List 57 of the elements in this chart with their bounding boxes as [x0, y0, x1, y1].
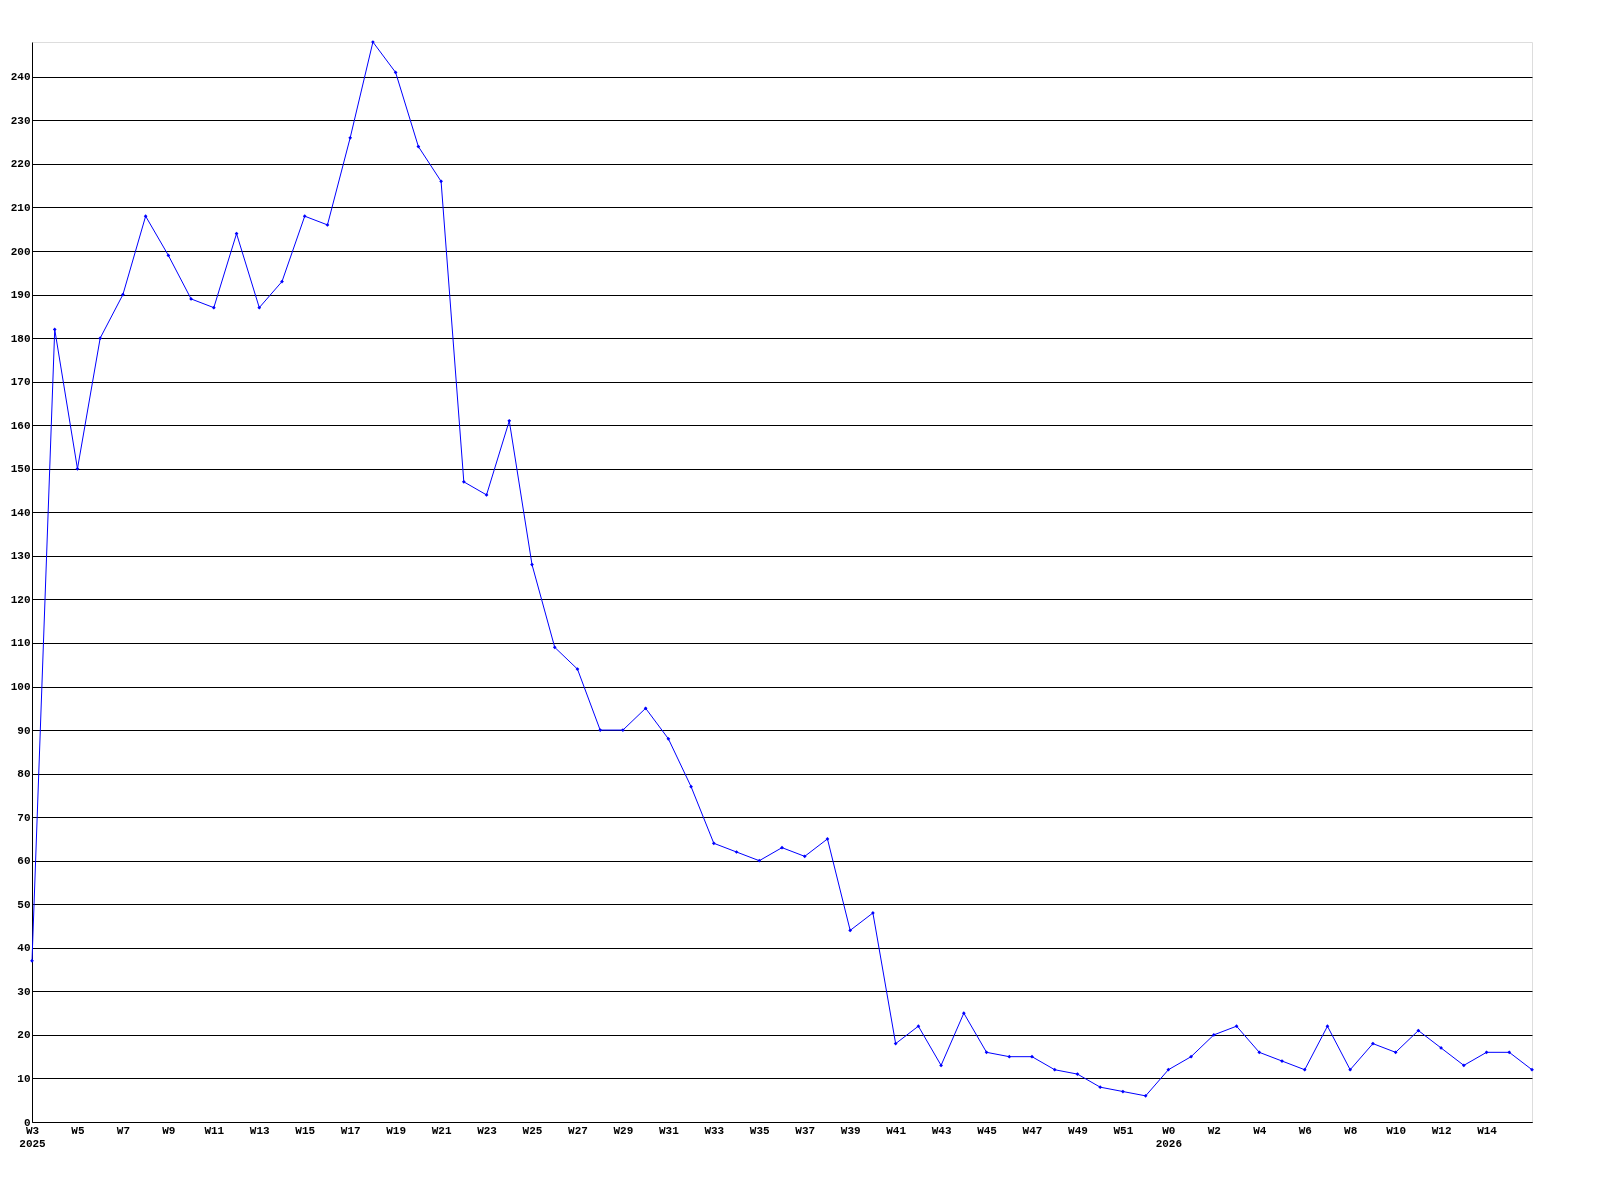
x-tick-label: W51 — [1113, 1124, 1134, 1137]
x-tick-label: W47 — [1022, 1124, 1043, 1137]
y-tick-label: 220 — [10, 158, 31, 171]
y-tick-label: 210 — [10, 201, 31, 214]
y-tick-label: 10 — [17, 1072, 31, 1085]
x-tick-label: W29 — [613, 1124, 634, 1137]
x-tick-label: W19 — [386, 1124, 407, 1137]
y-tick-label: 70 — [17, 811, 31, 824]
y-tick-label: 100 — [10, 681, 31, 694]
x-tick-label: W11 — [204, 1124, 225, 1137]
y-tick-label: 170 — [10, 376, 31, 389]
x-tick-label: W31 — [658, 1124, 680, 1137]
y-tick-label: 120 — [10, 593, 31, 606]
x-tick-label: W2 — [1207, 1124, 1221, 1137]
x-tick-label: W12 — [1431, 1124, 1452, 1137]
x-tick-label: W41 — [886, 1124, 907, 1137]
y-tick-label: 190 — [10, 289, 31, 302]
x-tick-label: W33 — [704, 1124, 725, 1137]
x-tick-label: W25 — [522, 1124, 543, 1137]
x-tick-label: W17 — [340, 1124, 361, 1137]
x-tick-label: W13 — [249, 1124, 271, 1137]
x-tick-label: W14 — [1477, 1124, 1498, 1137]
y-tick-label: 230 — [10, 114, 31, 127]
x-tick-label: W49 — [1068, 1124, 1088, 1137]
x-tick-label: W39 — [840, 1124, 861, 1137]
x-tick-label: W35 — [749, 1124, 771, 1137]
x-tick-label: W0 2026 — [1155, 1124, 1183, 1150]
y-tick-label: 50 — [17, 898, 31, 911]
y-tick-label: 160 — [10, 419, 31, 432]
x-tick-label: W21 — [431, 1124, 452, 1137]
x-tick-label: W5 — [71, 1124, 85, 1137]
y-tick-label: 20 — [17, 1029, 31, 1042]
y-tick-label: 40 — [17, 942, 31, 955]
y-tick-label: 150 — [10, 463, 31, 476]
x-tick-label: W45 — [977, 1124, 998, 1137]
x-tick-label: W7 — [116, 1124, 131, 1137]
x-tick-label: W43 — [931, 1124, 952, 1137]
x-tick-label: W8 — [1344, 1124, 1358, 1137]
x-tick-label: W37 — [795, 1124, 816, 1137]
y-tick-label: 90 — [17, 724, 31, 737]
y-tick-label: 30 — [17, 985, 31, 998]
x-tick-label: W6 — [1298, 1124, 1312, 1137]
x-tick-label: W4 — [1253, 1124, 1267, 1137]
y-tick-label: 60 — [17, 855, 31, 868]
y-tick-label: 80 — [17, 768, 31, 781]
x-tick-label: W10 — [1386, 1124, 1407, 1137]
y-tick-label: 110 — [10, 637, 31, 650]
y-tick-label: 180 — [10, 332, 31, 345]
x-tick-label: W23 — [477, 1124, 498, 1137]
x-tick-label: W9 — [162, 1124, 176, 1137]
y-tick-label: 200 — [10, 245, 31, 258]
x-tick-label: W27 — [568, 1124, 588, 1137]
x-tick-label: W15 — [295, 1124, 316, 1137]
y-tick-label: 130 — [10, 550, 31, 563]
y-tick-label: 140 — [10, 506, 31, 519]
y-tick-label: 240 — [10, 71, 31, 84]
x-tick-label: W3 2025 — [19, 1124, 47, 1150]
